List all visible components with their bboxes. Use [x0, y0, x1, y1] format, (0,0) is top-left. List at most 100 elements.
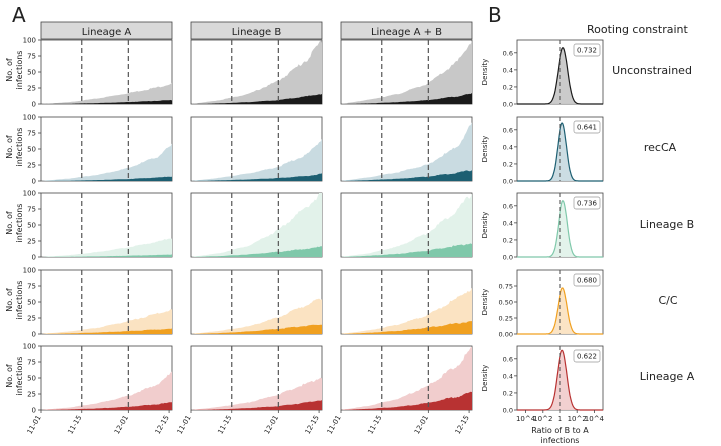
x-tick-label: 10^2: [568, 415, 587, 423]
value-label: 0.641: [577, 124, 597, 132]
x-tick-label: 12-01: [113, 414, 130, 436]
infection-band-inner: [341, 391, 472, 410]
density-label: Density: [481, 136, 489, 163]
y-tick-label: 0.2: [503, 160, 513, 168]
infection-band-inner: [191, 173, 322, 181]
y-tick-label: 0.0: [503, 178, 513, 186]
infection-band-outer: [41, 238, 172, 257]
infection-band-inner: [341, 93, 472, 104]
infection-band-outer: [341, 122, 472, 181]
infection-band-inner: [41, 328, 172, 334]
infection-band-outer: [41, 82, 172, 104]
y-axis-label: No. of: [5, 364, 14, 388]
y-axis-label: infections: [15, 51, 24, 90]
x-tick-label: 11-01: [176, 414, 193, 436]
constraint-label: Unconstrained: [612, 64, 692, 77]
infection-band-outer: [191, 40, 322, 104]
y-tick-label: 0: [32, 178, 36, 186]
y-tick-label: 50: [27, 69, 36, 77]
density-label: Density: [481, 59, 489, 86]
y-tick-label: 75: [27, 206, 36, 214]
x-tick-label: 10^2: [533, 415, 552, 423]
y-tick-label: 0: [32, 254, 36, 262]
infection-band-inner: [41, 176, 172, 181]
y-tick-label: 25: [27, 162, 36, 170]
y-tick-label: 0.4: [503, 219, 513, 227]
y-tick-label: 0.6: [503, 49, 513, 57]
density-area: [517, 288, 603, 334]
infection-band-outer: [341, 346, 472, 410]
density-curve: [517, 199, 603, 258]
y-tick-label: 0.6: [503, 126, 513, 134]
density-label: Density: [481, 212, 489, 239]
x-tick-label: 12-15: [454, 414, 471, 436]
y-tick-label: 0.0: [503, 407, 513, 415]
infection-band-outer: [191, 298, 322, 334]
density-curve: [517, 122, 603, 182]
y-tick-label: 100: [23, 37, 36, 45]
strip-box: [340, 21, 473, 40]
value-box: [573, 349, 601, 363]
infection-band-inner: [191, 94, 322, 104]
constraint-label: recCA: [644, 141, 677, 154]
y-tick-label: 0.2: [503, 236, 513, 244]
strip-title: Lineage A: [82, 27, 132, 38]
infection-band-inner: [41, 254, 172, 257]
value-box: [573, 273, 601, 287]
y-tick-label: 0.2: [503, 389, 513, 397]
infection-band-outer: [41, 309, 172, 334]
value-label: 0.736: [577, 200, 598, 208]
y-tick-label: 50: [27, 222, 36, 230]
b-xlabel: infections: [541, 436, 580, 445]
y-tick-label: 25: [27, 238, 36, 246]
y-tick-label: 0.0: [503, 101, 513, 109]
y-tick-label: 50: [27, 299, 36, 307]
y-axis-label: No. of: [5, 211, 14, 235]
value-box: [573, 196, 601, 210]
infection-band-outer: [341, 287, 472, 334]
b-xlabel: Ratio of B to A: [531, 426, 589, 435]
value-box: [573, 43, 601, 57]
rooting-header: Rooting constraint: [587, 23, 689, 36]
infection-band-outer: [191, 139, 322, 181]
infection-band-outer: [191, 377, 322, 410]
x-tick-label: 11-15: [216, 414, 233, 436]
value-label: 0.732: [577, 47, 597, 55]
density-area: [517, 350, 603, 410]
x-tick-label: 11-01: [26, 414, 43, 436]
constraint-label: C/C: [658, 294, 677, 307]
panel-b-label: B: [488, 3, 502, 27]
y-tick-label: 0.4: [503, 66, 513, 74]
y-tick-label: 0.50: [499, 299, 513, 307]
x-tick-label: 10^4: [585, 415, 605, 423]
y-axis-label: No. of: [5, 58, 14, 82]
infection-band-outer: [341, 40, 472, 104]
x-tick-label: 10^4: [516, 415, 536, 423]
strip-title: Lineage A + B: [371, 27, 442, 38]
y-tick-label: 50: [27, 146, 36, 154]
y-tick-label: 75: [27, 130, 36, 138]
x-tick-label: 11-15: [366, 414, 383, 436]
infection-band-inner: [191, 400, 322, 410]
y-tick-label: 0.4: [503, 143, 513, 151]
constraint-label: Lineage A: [640, 370, 695, 383]
infection-band-outer: [41, 371, 172, 410]
infection-band-outer: [41, 143, 172, 181]
strip-title: Lineage B: [232, 27, 282, 38]
x-tick-label: 12-15: [154, 414, 171, 436]
y-tick-label: 25: [27, 391, 36, 399]
y-tick-label: 75: [27, 53, 36, 61]
y-tick-label: 100: [23, 343, 36, 351]
density-label: Density: [481, 289, 489, 316]
y-tick-label: 0.00: [499, 331, 513, 339]
infection-band-outer: [341, 193, 472, 257]
y-tick-label: 0.0: [503, 254, 513, 262]
infection-band-outer: [191, 193, 322, 257]
y-tick-label: 100: [23, 114, 36, 122]
panel-a: Lineage A Lineage B Lineage A + BNo. of inf…: [5, 21, 473, 436]
y-tick-label: 75: [27, 359, 36, 367]
y-tick-label: 100: [23, 190, 36, 198]
y-tick-label: 0.6: [503, 202, 513, 210]
y-tick-label: 0: [32, 101, 36, 109]
